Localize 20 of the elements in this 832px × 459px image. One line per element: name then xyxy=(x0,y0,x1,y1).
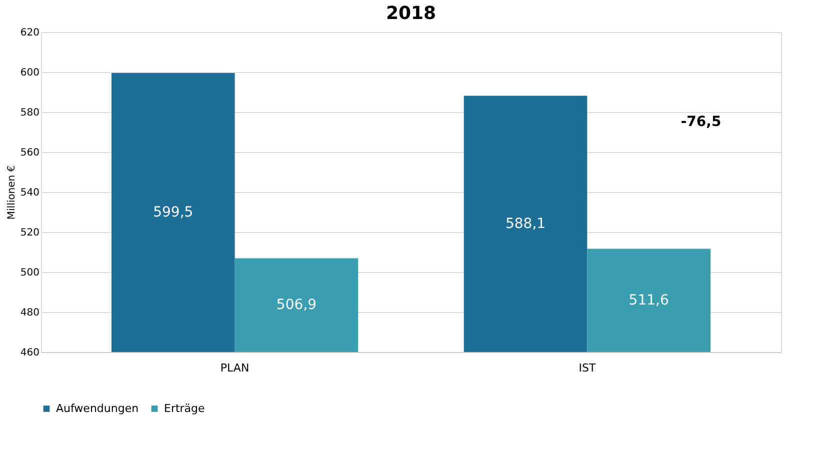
y-tick-label: 540 xyxy=(20,188,40,198)
data-label: 506,9 xyxy=(276,297,317,314)
legend-label: Erträge xyxy=(164,402,206,415)
x-tick-label: PLAN xyxy=(220,362,250,374)
data-label: 588,1 xyxy=(505,216,546,232)
data-label: 511,6 xyxy=(628,292,669,308)
y-tick-label: 620 xyxy=(20,28,40,38)
y-tick-label: 520 xyxy=(20,228,40,238)
y-tick-label: 500 xyxy=(20,268,40,278)
chart-title: 2018 xyxy=(386,3,436,24)
annotation: -76,5 xyxy=(680,114,722,130)
data-label: 599,5 xyxy=(153,204,194,220)
x-tick-label: IST xyxy=(578,362,596,374)
y-tick-label: 460 xyxy=(20,348,40,358)
legend-label: Aufwendungen xyxy=(56,402,139,415)
y-axis-title: Millionen € xyxy=(6,165,18,220)
y-tick-label: 480 xyxy=(20,308,40,318)
y-tick-label: 560 xyxy=(20,148,40,158)
y-tick-label: 580 xyxy=(20,108,40,118)
y-tick-label: 600 xyxy=(20,68,40,78)
